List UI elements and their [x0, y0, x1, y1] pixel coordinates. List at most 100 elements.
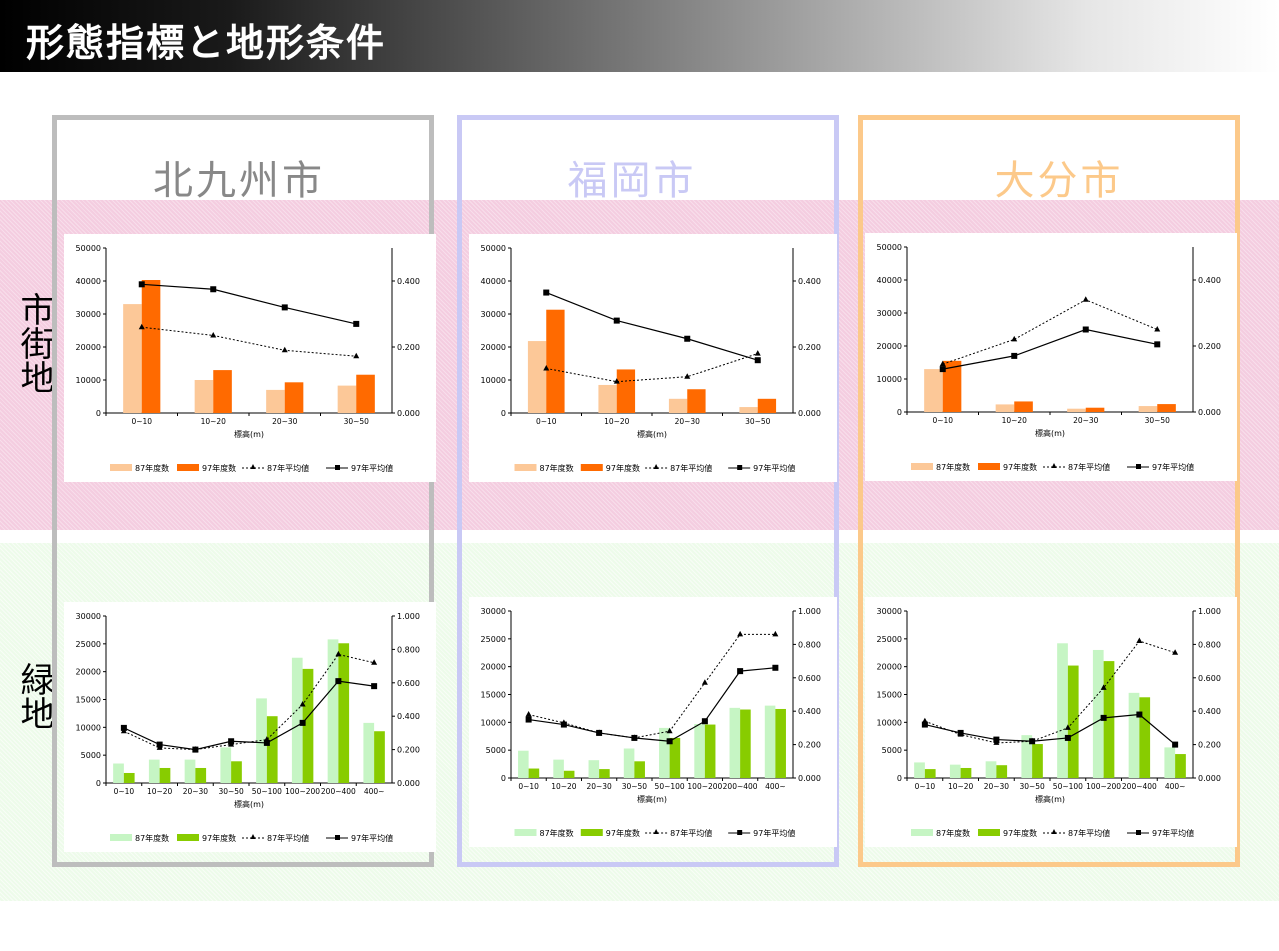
bar [528, 768, 540, 778]
bar [266, 716, 278, 783]
bar [775, 708, 786, 778]
bar [924, 369, 943, 412]
bar [338, 643, 350, 783]
point-triangle [1011, 335, 1018, 342]
chart-kitakyushu-green: 0 5000 10000 15000 20000 25000 30000 0.000 0.200… [64, 602, 436, 852]
bar [527, 341, 547, 413]
legend-swatch [580, 829, 603, 836]
bar [598, 384, 617, 413]
x-tick-label: 30~50 [1145, 416, 1171, 425]
x-tick-label: 10~20 [948, 782, 974, 791]
city-frame-fukuoka [457, 115, 839, 867]
x-tick-label: 200~400 [321, 787, 356, 796]
point-square [156, 741, 163, 748]
bar [1175, 754, 1186, 778]
bar [960, 767, 972, 778]
y2-tick-label: 0.600 [1198, 674, 1221, 683]
y-tick-label: 40000 [877, 276, 902, 285]
bar [213, 370, 232, 413]
bar [1057, 643, 1068, 778]
point-square [754, 357, 761, 364]
point-square [1100, 714, 1107, 721]
bar [1067, 408, 1086, 412]
point-square [921, 721, 928, 728]
bar [924, 769, 936, 778]
bar [327, 639, 339, 783]
bar [284, 382, 304, 413]
series-line [924, 640, 1176, 744]
bar [1021, 735, 1033, 778]
x-tick-label: 100~200 [285, 787, 320, 796]
bar [123, 304, 142, 413]
bar [302, 668, 314, 783]
point-square [210, 286, 217, 293]
y2-tick-label: 0.400 [397, 712, 420, 721]
y-tick-label: 0 [501, 409, 506, 418]
row-label-urban-text: 市街地 [14, 292, 54, 394]
bar [949, 764, 961, 778]
x-tick-label: 400~ [765, 782, 786, 791]
y-tick-label: 40000 [481, 277, 506, 286]
y2-tick-label: 0.400 [798, 707, 821, 716]
bar [1085, 407, 1105, 412]
legend-swatch [911, 463, 933, 470]
legend-label: 97年平均値 [753, 828, 795, 838]
chart-svg: 0 10000 20000 30000 40000 50000 0.000 0.200 0.40… [481, 244, 821, 473]
bar [623, 748, 635, 778]
y-tick-label: 40000 [76, 277, 101, 286]
point-square [525, 716, 532, 723]
legend-marker [1051, 463, 1057, 468]
legend-label: 87年平均値 [1068, 828, 1110, 838]
y2-tick-label: 0.800 [397, 645, 420, 654]
point-square [228, 738, 235, 745]
legend-label: 97年平均値 [351, 833, 393, 843]
y-tick-label: 30000 [481, 607, 506, 616]
y2-tick-label: 0.800 [1198, 640, 1221, 649]
page-title: 形態指標と地形条件 [26, 21, 387, 65]
series-line [942, 328, 1158, 370]
y2-tick-label: 0.000 [1198, 408, 1221, 417]
bar [337, 385, 357, 413]
legend-marker [1051, 829, 1057, 834]
x-tick-label: 400~ [1165, 782, 1186, 791]
bar [1014, 401, 1033, 412]
point-square [1154, 341, 1161, 348]
bar [764, 705, 776, 778]
bar [740, 709, 751, 778]
legend-label: 97年度数 [202, 833, 236, 843]
point-square [560, 721, 567, 728]
legend-marker [335, 465, 340, 470]
city-frame-oita [858, 115, 1240, 867]
point-triangle [939, 360, 946, 367]
y-tick-label: 20000 [481, 343, 506, 352]
y-tick-label: 15000 [76, 696, 101, 705]
bar [616, 369, 636, 413]
x-tick-label: 50~100 [1053, 782, 1083, 791]
y-tick-label: 20000 [481, 663, 506, 672]
x-tick-label: 20~30 [586, 782, 612, 791]
chart-fukuoka-urban: 0 10000 20000 30000 40000 50000 0.000 0.200 0.40… [469, 234, 837, 482]
legend-label: 87年度数 [936, 828, 970, 838]
y2-tick-label: 0.000 [798, 409, 821, 418]
legend-label: 87年度数 [540, 828, 574, 838]
y2-tick-label: 0.600 [397, 679, 420, 688]
bar [996, 765, 1008, 778]
legend-label: 87年度数 [936, 462, 970, 472]
bar [729, 707, 741, 778]
city-title-fukuoka: 福岡市 [567, 158, 697, 204]
title-bar: 形態指標と地形条件 [0, 0, 1279, 72]
point-square [1172, 741, 1179, 748]
y-tick-label: 15000 [481, 691, 506, 700]
x-tick-label: 0~10 [131, 417, 152, 426]
legend-swatch [514, 829, 537, 836]
x-tick-label: 20~30 [984, 782, 1010, 791]
series-line [141, 283, 357, 325]
y2-tick-label: 1.000 [798, 607, 821, 616]
y-tick-label: 5000 [81, 751, 101, 760]
row-label-urban: 市街地 [14, 292, 54, 403]
y-tick-label: 30000 [877, 309, 902, 318]
legend-swatch [177, 464, 199, 471]
point-square [701, 718, 708, 725]
bar [518, 750, 529, 778]
y-tick-label: 30000 [76, 310, 101, 319]
